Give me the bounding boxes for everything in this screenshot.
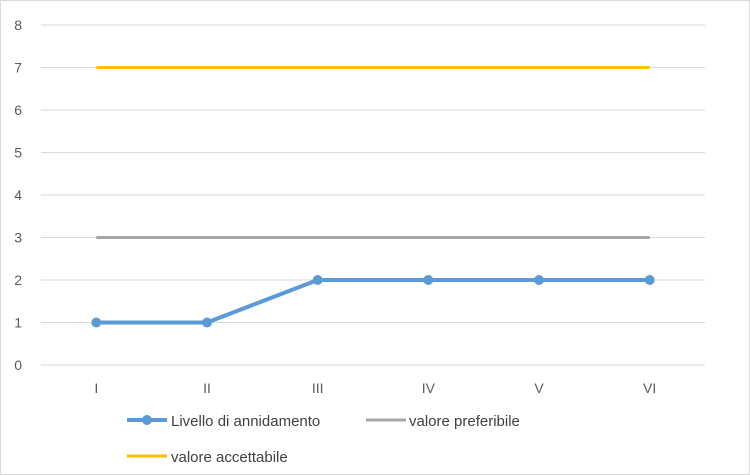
x-tick-label-V: V bbox=[534, 380, 544, 396]
data-point-VI bbox=[644, 275, 655, 285]
x-tick-label-IV: IV bbox=[422, 380, 436, 396]
series-line-0 bbox=[96, 278, 650, 325]
data-point-III bbox=[312, 275, 323, 285]
legend-label-accettabile: valore accettabile bbox=[171, 449, 288, 466]
y-tick-label-2: 2 bbox=[14, 272, 22, 288]
y-tick-label-5: 5 bbox=[14, 145, 22, 161]
x-axis-ticks: I II III IV V VI bbox=[94, 380, 656, 396]
legend-item-livello: Livello di annidamento bbox=[127, 413, 320, 430]
data-point-I bbox=[91, 317, 102, 328]
data-point-V bbox=[534, 275, 544, 285]
series-layer bbox=[91, 66, 655, 328]
x-tick-label-III: III bbox=[312, 380, 324, 396]
y-tick-label-4: 4 bbox=[14, 187, 22, 203]
y-axis-ticks: 0 1 2 3 4 5 6 7 8 bbox=[14, 17, 22, 373]
legend-marker-livello bbox=[142, 415, 152, 425]
x-tick-label-II: II bbox=[203, 380, 211, 396]
legend-item-preferibile: valore preferibile bbox=[366, 413, 520, 430]
legend-item-accettabile: valore accettabile bbox=[127, 449, 288, 466]
legend: Livello di annidamento valore preferibil… bbox=[127, 413, 520, 466]
legend-label-livello: Livello di annidamento bbox=[171, 413, 320, 430]
data-point-IV bbox=[423, 275, 434, 285]
data-point-II bbox=[202, 317, 212, 328]
gridlines bbox=[41, 24, 705, 366]
y-tick-label-1: 1 bbox=[14, 315, 22, 331]
y-tick-label-8: 8 bbox=[14, 17, 22, 33]
y-tick-label-7: 7 bbox=[14, 60, 22, 76]
y-tick-label-0: 0 bbox=[14, 357, 22, 373]
x-tick-label-VI: VI bbox=[643, 380, 656, 396]
legend-label-preferibile: valore preferibile bbox=[409, 413, 520, 430]
x-tick-label-I: I bbox=[94, 380, 98, 396]
y-tick-label-6: 6 bbox=[14, 102, 22, 118]
y-tick-label-3: 3 bbox=[14, 230, 22, 246]
